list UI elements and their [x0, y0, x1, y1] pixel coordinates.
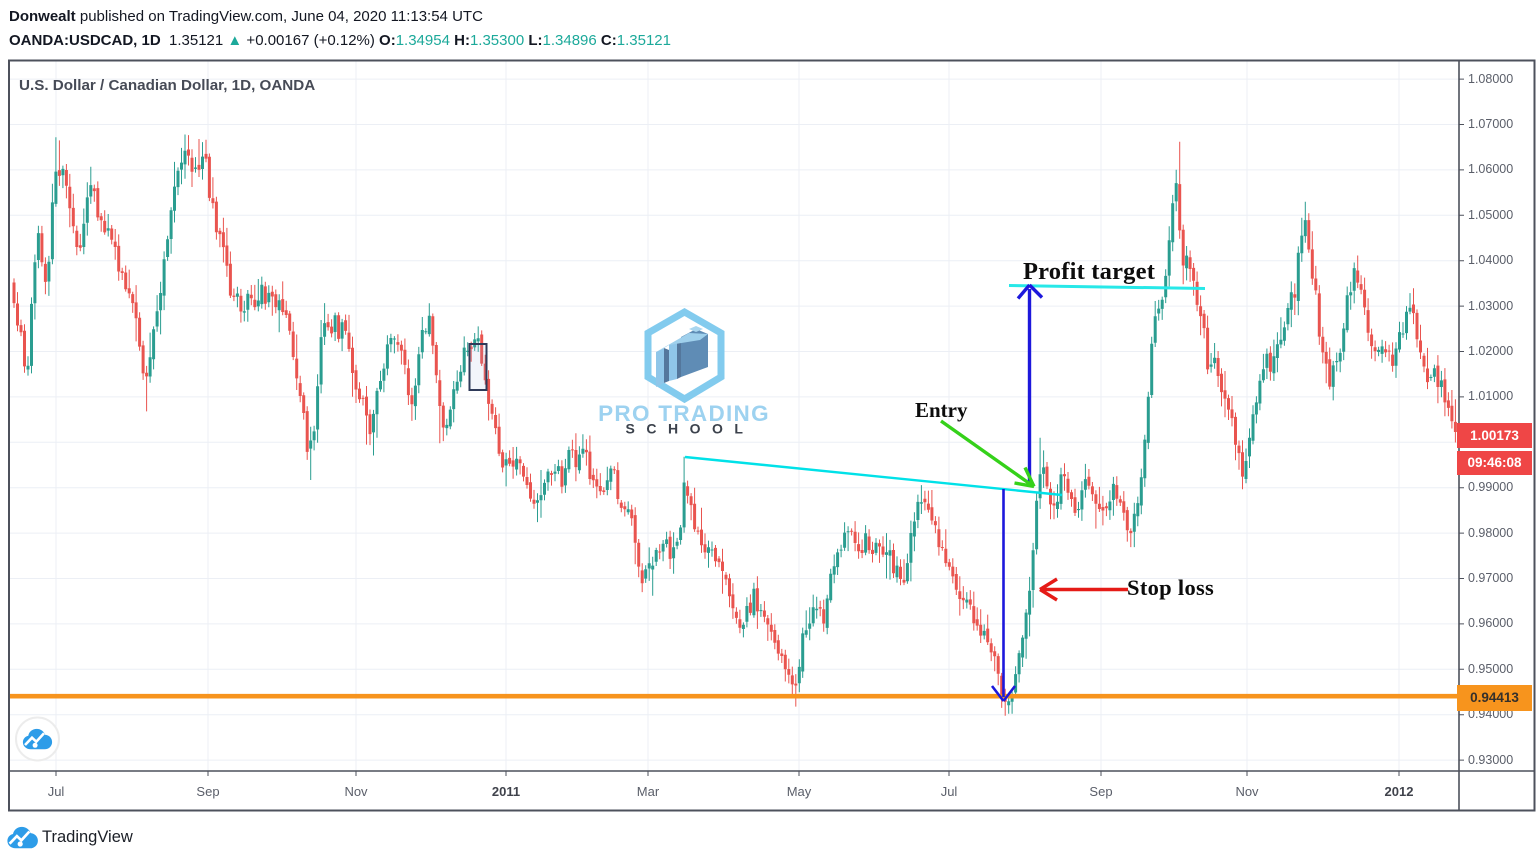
- svg-text:PRO TRADING: PRO TRADING: [598, 401, 770, 426]
- svg-text:SCHOOL: SCHOOL: [626, 421, 755, 437]
